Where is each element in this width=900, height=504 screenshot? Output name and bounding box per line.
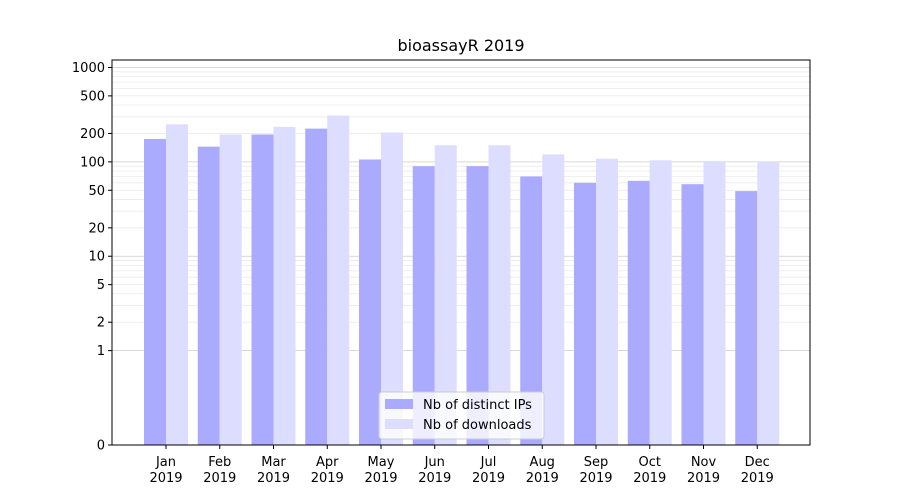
bar-downloads-oct [649, 160, 672, 445]
x-tick-year-label: 2019 [741, 471, 774, 486]
bar-distinct-ips-aug [520, 176, 543, 445]
y-tick-label: 10 [88, 250, 105, 265]
x-tick-year-label: 2019 [418, 471, 451, 486]
bars [144, 115, 780, 446]
y-tick-label: 200 [80, 127, 105, 142]
x-tick-year-label: 2019 [526, 471, 559, 486]
bar-distinct-ips-apr [305, 128, 328, 446]
x-tick-year-label: 2019 [257, 471, 290, 486]
x-tick-label: Apr [316, 455, 339, 470]
y-axis-ticks: 0 1 2 5 10 20 50 100 200 500 1000 [72, 61, 112, 454]
bar-distinct-ips-may [359, 159, 381, 445]
bar-downloads-jul [488, 145, 511, 445]
y-tick-label: 20 [88, 221, 105, 236]
x-tick-year-label: 2019 [364, 471, 397, 486]
bar-distinct-ips-nov [681, 184, 704, 445]
plot-frame [111, 59, 811, 446]
x-axis-ticks: Jan2019Feb2019Mar2019Apr2019May2019Jun20… [149, 445, 774, 486]
y-tick-label: 0 [97, 439, 105, 454]
legend: Nb of distinct IPs Nb of downloads [378, 391, 545, 440]
x-tick-label: Jun [424, 455, 445, 470]
x-tick-year-label: 2019 [687, 471, 720, 486]
x-tick-label: Jul [480, 455, 497, 470]
x-tick-year-label: 2019 [579, 471, 612, 486]
bar-downloads-may [381, 132, 403, 445]
x-tick-label: Mar [261, 455, 286, 470]
y-tick-label: 100 [80, 155, 105, 170]
y-tick-label: 5 [97, 278, 105, 293]
bar-downloads-dec [757, 161, 780, 445]
legend-label: Nb of distinct IPs [423, 398, 532, 413]
bar-distinct-ips-jan [144, 138, 166, 445]
y-tick-label: 1000 [72, 61, 105, 76]
axes-frame [111, 59, 811, 446]
x-tick-year-label: 2019 [149, 471, 182, 486]
x-tick-year-label: 2019 [472, 471, 505, 486]
x-tick-label: Nov [691, 455, 717, 470]
bar-downloads-nov [703, 161, 726, 445]
legend-swatch [385, 399, 413, 409]
bar-downloads-sep [596, 158, 618, 445]
bar-downloads-feb [219, 134, 242, 445]
x-tick-label: Sep [584, 455, 609, 470]
bar-distinct-ips-dec [735, 191, 758, 445]
x-tick-label: Dec [745, 455, 770, 470]
bar-distinct-ips-jul [466, 166, 489, 445]
bar-distinct-ips-jun [412, 166, 435, 445]
x-tick-label: Jan [155, 455, 176, 470]
bar-downloads-aug [542, 154, 565, 445]
legend-swatch [385, 419, 413, 429]
bar-downloads-jun [434, 145, 457, 445]
x-tick-year-label: 2019 [311, 471, 344, 486]
bar-distinct-ips-feb [197, 146, 220, 445]
x-tick-label: Oct [639, 455, 661, 470]
bar-distinct-ips-sep [574, 182, 596, 445]
y-tick-label: 50 [88, 184, 105, 199]
x-tick-label: Aug [530, 455, 555, 470]
x-tick-year-label: 2019 [203, 471, 236, 486]
bar-distinct-ips-mar [251, 134, 274, 445]
y-tick-label: 500 [80, 89, 105, 104]
legend-box [378, 391, 545, 440]
bar-downloads-jan [166, 124, 188, 446]
bar-distinct-ips-oct [627, 180, 650, 445]
chart-title: bioassayR 2019 [397, 36, 524, 55]
bar-downloads-mar [273, 126, 296, 445]
bar-downloads-apr [327, 115, 350, 445]
x-tick-year-label: 2019 [633, 471, 666, 486]
x-tick-label: May [368, 455, 395, 470]
y-tick-label: 2 [97, 316, 105, 331]
legend-label: Nb of downloads [423, 418, 532, 433]
x-tick-label: Feb [208, 455, 231, 470]
y-tick-label: 1 [97, 344, 105, 359]
